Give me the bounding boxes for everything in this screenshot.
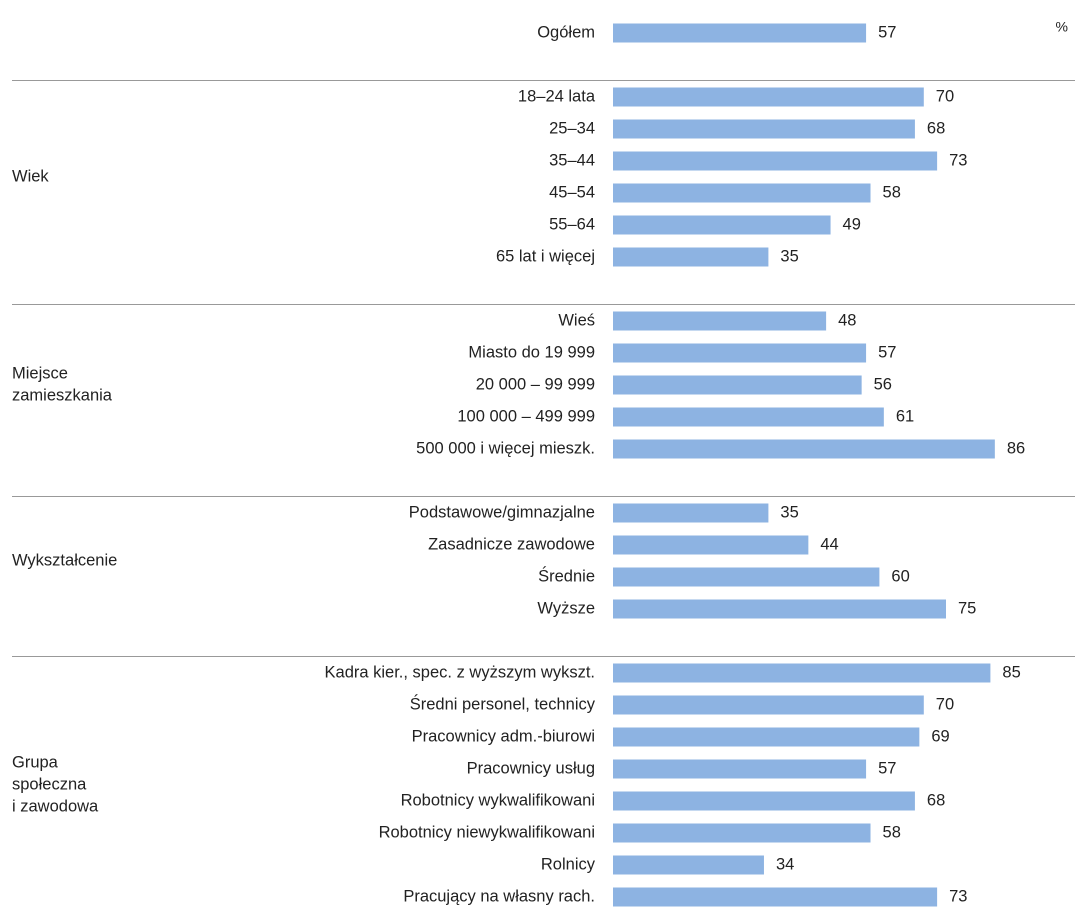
bar bbox=[613, 151, 938, 171]
value-label: 69 bbox=[931, 727, 949, 745]
bar bbox=[613, 439, 995, 459]
category-label: Wyższe bbox=[537, 599, 595, 617]
value-label: 61 bbox=[896, 407, 914, 425]
category-label: 25–34 bbox=[549, 119, 595, 137]
category-label: Pracownicy usług bbox=[467, 759, 595, 777]
category-label: Zasadnicze zawodowe bbox=[428, 535, 595, 553]
bar bbox=[613, 727, 920, 747]
category-label: Robotnicy wykwalifikowani bbox=[401, 791, 595, 809]
value-label: 60 bbox=[891, 567, 909, 585]
group-label: i zawodowa bbox=[12, 797, 99, 815]
category-label: Rolnicy bbox=[541, 855, 596, 873]
category-label: Ogółem bbox=[537, 23, 595, 41]
bar bbox=[613, 375, 862, 395]
value-label: 48 bbox=[838, 311, 856, 329]
value-label: 73 bbox=[949, 887, 967, 905]
bar bbox=[613, 887, 938, 907]
category-label: Wieś bbox=[558, 311, 595, 329]
category-label: 35–44 bbox=[549, 151, 595, 169]
value-label: 68 bbox=[927, 119, 945, 137]
bar bbox=[613, 343, 867, 363]
category-label: Średni personel, technicy bbox=[410, 694, 596, 713]
value-label: 58 bbox=[883, 183, 901, 201]
bar bbox=[613, 407, 884, 427]
bar bbox=[613, 535, 809, 555]
group-label: Wykształcenie bbox=[12, 551, 117, 569]
bar bbox=[613, 663, 991, 683]
bar bbox=[613, 23, 867, 43]
group-label: Grupa bbox=[12, 753, 59, 771]
category-label: 45–54 bbox=[549, 183, 595, 201]
value-label: 34 bbox=[776, 855, 794, 873]
value-label: 49 bbox=[843, 215, 861, 233]
bar bbox=[613, 695, 924, 715]
unit-label: % bbox=[1056, 19, 1068, 35]
group-label: Miejsce bbox=[12, 364, 68, 382]
category-label: Podstawowe/gimnazjalne bbox=[409, 503, 595, 521]
value-label: 57 bbox=[878, 759, 896, 777]
category-label: Robotnicy niewykwalifikowani bbox=[379, 823, 595, 841]
value-label: 44 bbox=[820, 535, 838, 553]
bar bbox=[613, 599, 946, 619]
value-label: 56 bbox=[874, 375, 892, 393]
value-label: 85 bbox=[1002, 663, 1020, 681]
bar bbox=[613, 311, 827, 331]
value-label: 58 bbox=[883, 823, 901, 841]
category-label: Średnie bbox=[538, 566, 595, 585]
value-label: 86 bbox=[1007, 439, 1025, 457]
value-label: 73 bbox=[949, 151, 967, 169]
category-label: Miasto do 19 999 bbox=[468, 343, 595, 361]
category-label: Kadra kier., spec. z wyższym wykszt. bbox=[325, 663, 595, 681]
bar bbox=[613, 503, 769, 523]
bar bbox=[613, 247, 769, 267]
value-label: 35 bbox=[780, 247, 798, 265]
value-label: 57 bbox=[878, 343, 896, 361]
bar bbox=[613, 215, 831, 235]
bar bbox=[613, 791, 915, 811]
bar bbox=[613, 183, 871, 203]
value-label: 70 bbox=[936, 87, 954, 105]
value-label: 70 bbox=[936, 695, 954, 713]
category-label: 18–24 lata bbox=[518, 87, 596, 105]
group-label: społeczna bbox=[12, 775, 87, 793]
category-label: 20 000 – 99 999 bbox=[476, 375, 595, 393]
bar bbox=[613, 855, 764, 875]
value-label: 75 bbox=[958, 599, 976, 617]
category-label: 65 lat i więcej bbox=[496, 247, 595, 265]
bar bbox=[613, 119, 915, 139]
value-label: 57 bbox=[878, 23, 896, 41]
category-label: 100 000 – 499 999 bbox=[457, 407, 595, 425]
bar bbox=[613, 823, 871, 843]
category-label: 500 000 i więcej mieszk. bbox=[416, 439, 595, 457]
bar bbox=[613, 567, 880, 587]
category-label: Pracownicy adm.-biurowi bbox=[412, 727, 595, 745]
group-label: zamieszkania bbox=[12, 386, 113, 404]
value-label: 68 bbox=[927, 791, 945, 809]
bar bbox=[613, 87, 924, 107]
category-label: 55–64 bbox=[549, 215, 595, 233]
category-label: Pracujący na własny rach. bbox=[403, 887, 595, 905]
value-label: 35 bbox=[780, 503, 798, 521]
group-label: Wiek bbox=[12, 167, 49, 185]
bar bbox=[613, 759, 867, 779]
